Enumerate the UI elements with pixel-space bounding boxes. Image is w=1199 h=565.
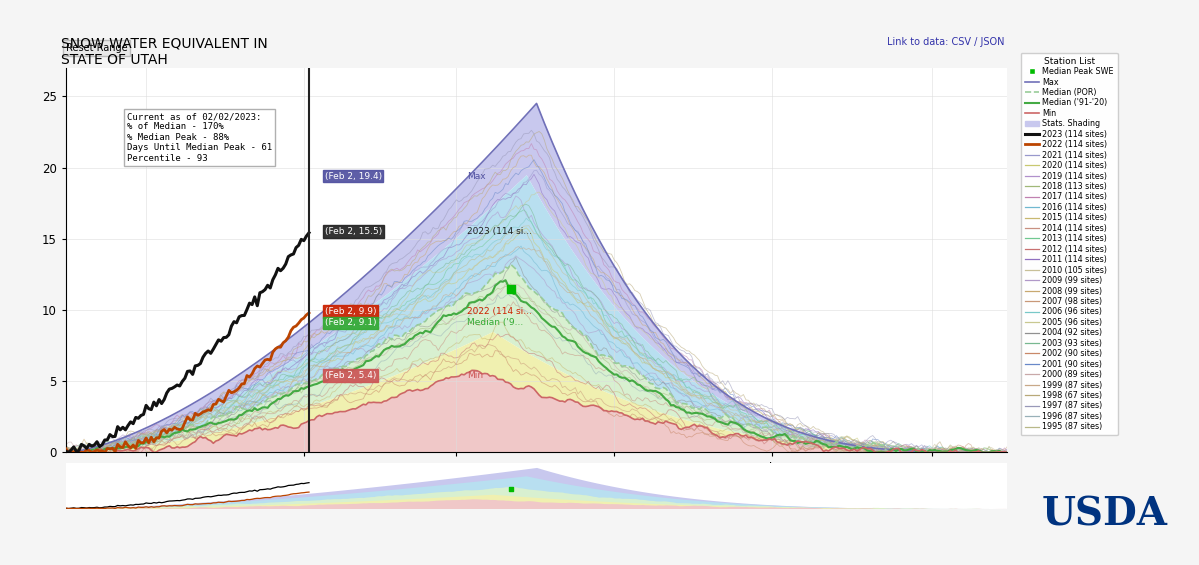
Text: (Feb 2, 5.4): (Feb 2, 5.4) (325, 371, 376, 380)
Text: (Feb 2, 15.5): (Feb 2, 15.5) (325, 227, 381, 236)
Text: SNOW WATER EQUIVALENT IN
STATE OF UTAH: SNOW WATER EQUIVALENT IN STATE OF UTAH (61, 36, 269, 67)
Point (501, 485, 520, 494)
Legend: Median Peak SWE, Max, Median (POR), Median ('91-'20), Min, Stats. Shading, 2023 : Median Peak SWE, Max, Median (POR), Medi… (1020, 53, 1117, 436)
Text: Reset Range: Reset Range (66, 43, 127, 53)
Text: 2022 (114 si...: 2022 (114 si... (466, 307, 531, 316)
Text: (Feb 2, 9.9): (Feb 2, 9.9) (325, 307, 376, 316)
Text: USDA: USDA (1042, 496, 1168, 533)
Text: 2023 (114 si...: 2023 (114 si... (466, 227, 531, 236)
Text: Median ('9...: Median ('9... (466, 318, 523, 327)
Text: Link to data: CSV / JSON: Link to data: CSV / JSON (887, 37, 1005, 47)
Point (501, 284, 520, 293)
Text: Current as of 02/02/2023:
% of Median - 170%
% Median Peak - 88%
Days Until Medi: Current as of 02/02/2023: % of Median - … (127, 112, 272, 163)
Text: Max: Max (466, 172, 486, 181)
Text: Min: Min (466, 371, 483, 380)
Text: (Feb 2, 19.4): (Feb 2, 19.4) (325, 172, 381, 181)
Text: (Feb 2, 9.1): (Feb 2, 9.1) (325, 318, 376, 327)
